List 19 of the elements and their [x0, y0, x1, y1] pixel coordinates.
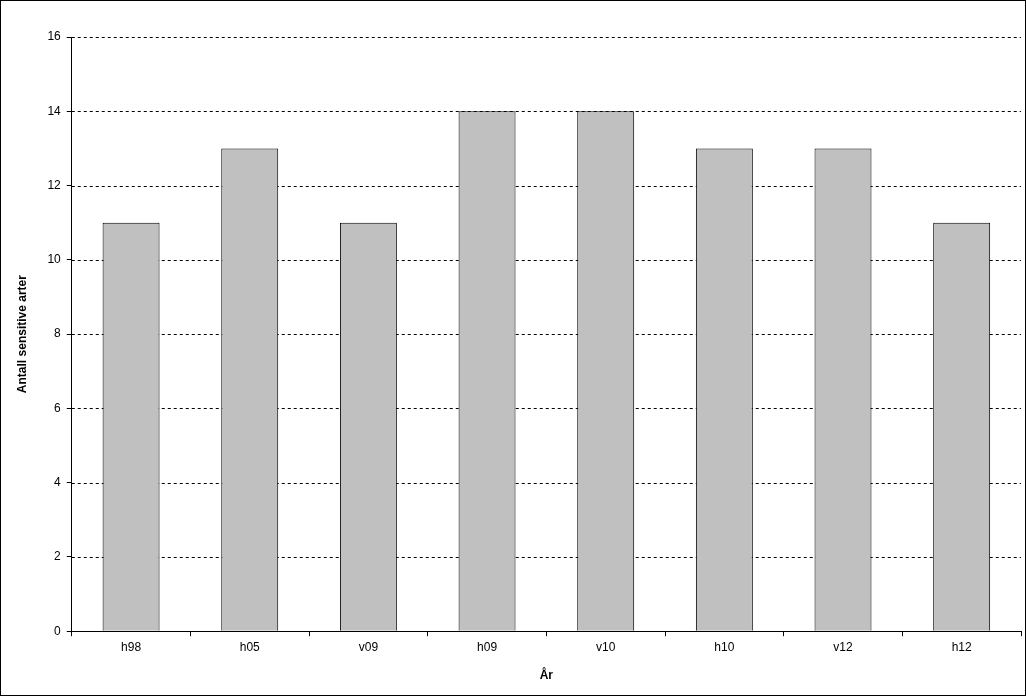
- x-tick-label: h12: [951, 639, 972, 654]
- y-tick-label: 6: [54, 400, 62, 415]
- y-tick-label: 16: [47, 29, 62, 44]
- y-tick-label: 14: [47, 103, 62, 118]
- y-tick-label: 0: [54, 623, 62, 638]
- x-tick-label: v10: [596, 639, 616, 654]
- x-axis-title: År: [539, 667, 554, 683]
- y-tick-label: 8: [54, 326, 62, 341]
- x-tick-label: h05: [239, 639, 261, 654]
- x-tick-label: h98: [121, 639, 142, 654]
- x-tick-label: h09: [477, 639, 498, 654]
- y-tick-label: 12: [47, 177, 62, 192]
- x-tick-label: v12: [833, 639, 854, 654]
- x-tick-label: v09: [358, 639, 379, 654]
- x-tick-label: h10: [714, 639, 735, 654]
- y-tick-label: 4: [54, 474, 62, 489]
- y-tick-label: 2: [54, 549, 62, 564]
- y-axis-title: Antall sensitive arter: [14, 274, 29, 394]
- y-tick-label: 10: [47, 252, 62, 267]
